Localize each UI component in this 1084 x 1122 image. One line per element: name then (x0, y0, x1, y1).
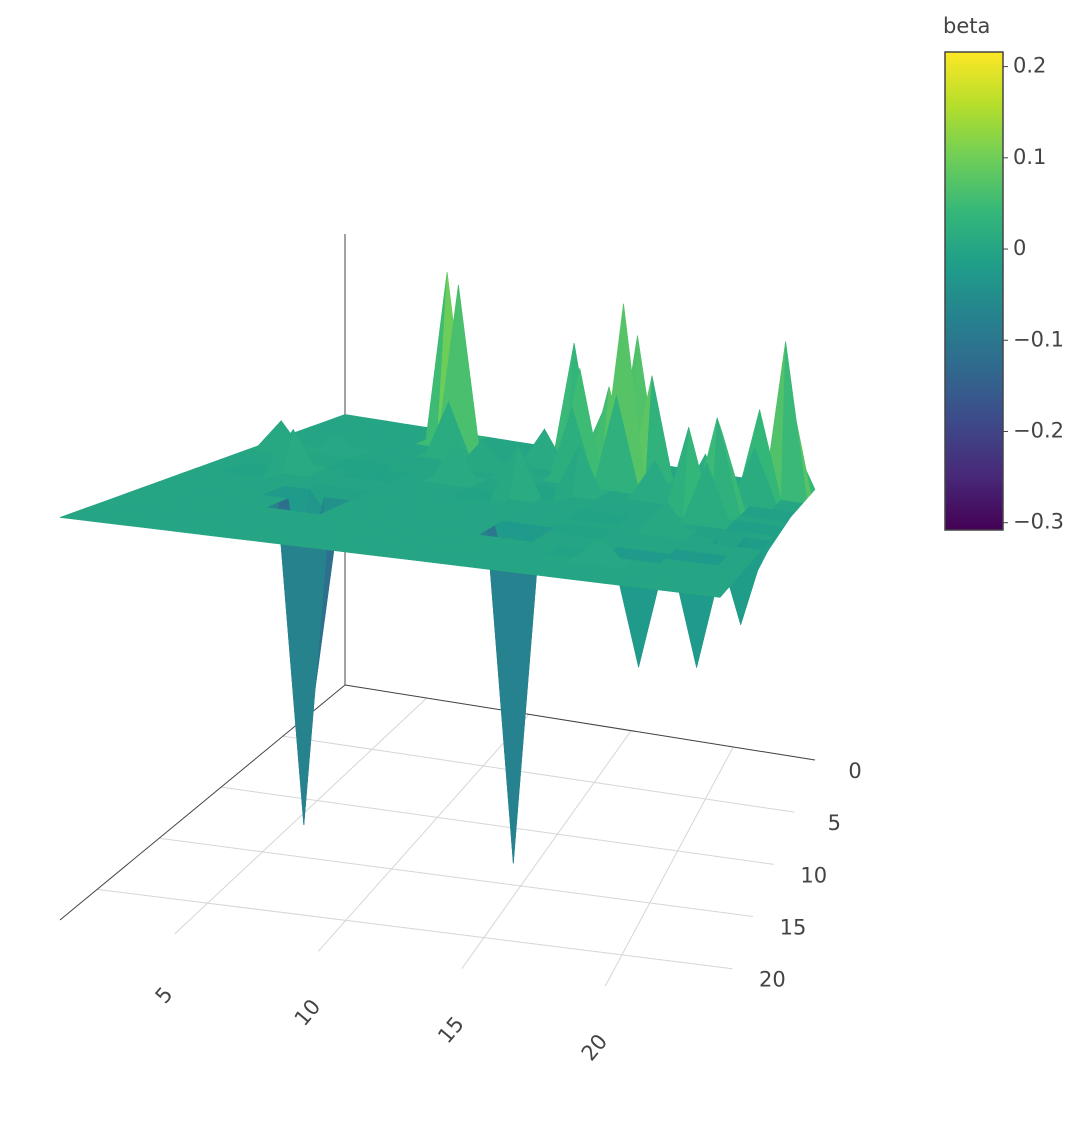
colorbar-tick-label: 0.1 (1013, 145, 1046, 169)
grid-line (282, 735, 795, 813)
y-tick-label: 15 (780, 916, 807, 940)
x-tick-label: 5 (151, 982, 178, 1008)
grid-line (317, 714, 530, 952)
grid-line (97, 888, 733, 970)
y-tick-label: 5 (828, 811, 841, 835)
surface-patch (690, 588, 725, 598)
y-tick-label: 20 (759, 968, 786, 992)
x-tick-label: 20 (577, 1029, 613, 1065)
grid-line (159, 837, 754, 918)
x-tick-label: 15 (433, 1012, 469, 1048)
surface-patch (293, 509, 331, 826)
colorbar-tick-label: 0.2 (1013, 54, 1046, 78)
x-tick-label: 10 (290, 995, 326, 1031)
colorbar (944, 51, 1004, 531)
surface (59, 272, 816, 864)
grid-line (461, 730, 632, 969)
surface-patch (780, 341, 808, 504)
axis-line (344, 684, 816, 761)
colorbar-tick-label: −0.3 (1013, 510, 1064, 534)
y-tick-label: 0 (848, 759, 861, 783)
colorbar-tick-label: 0 (1013, 236, 1026, 260)
y-tick-label: 10 (800, 863, 827, 887)
grid-line (604, 746, 734, 987)
grid-line (221, 786, 774, 865)
grid-line (174, 697, 428, 935)
colorbar-tick-label: −0.1 (1013, 327, 1064, 351)
colorbar-title: beta (943, 14, 990, 38)
colorbar-tick-label: −0.2 (1013, 418, 1064, 442)
